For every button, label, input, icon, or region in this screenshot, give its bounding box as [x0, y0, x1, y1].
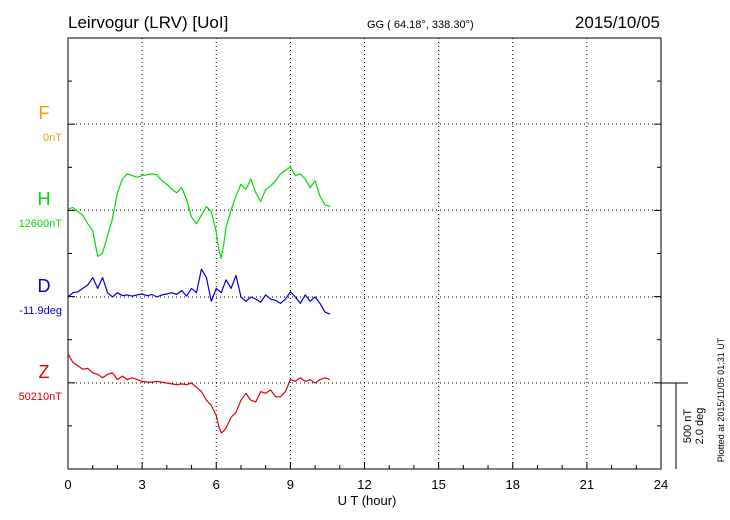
series-lines — [67, 166, 331, 434]
date-label: 2015/10/05 — [575, 13, 660, 32]
channel-baseline-F: 0nT — [43, 132, 62, 144]
channel-baseline-H: 12600nT — [19, 218, 63, 230]
x-tick-labels: 0 3 6 9 12 15 18 21 24 — [64, 477, 668, 492]
channel-name-Z: Z — [39, 362, 50, 382]
x-tick-label-8: 24 — [654, 477, 668, 492]
channel-baseline-D: -11.9deg — [19, 305, 62, 317]
grid — [68, 38, 661, 469]
scale-bar: 500 nT 2.0 deg — [661, 382, 706, 469]
scale-bar-deg: 2.0 deg — [694, 408, 706, 445]
x-tick-label-4: 12 — [357, 477, 371, 492]
x-tick-label-6: 18 — [506, 477, 520, 492]
series-line-Z — [67, 353, 331, 434]
scale-bar-nt: 500 nT — [682, 409, 694, 444]
x-axis-label: U T (hour) — [338, 493, 397, 508]
channel-name-H: H — [38, 189, 51, 209]
channel-baseline-Z: 50210nT — [19, 391, 63, 403]
plotted-timestamp: Plotted at 2015/11/05 01:31 UT — [716, 337, 726, 462]
series-line-H — [67, 166, 331, 259]
x-tick-label-2: 6 — [213, 477, 220, 492]
channel-name-F: F — [39, 103, 50, 123]
channel-name-D: D — [38, 276, 51, 296]
x-tick-label-3: 9 — [287, 477, 294, 492]
station-title: Leirvogur (LRV) [UoI] — [68, 13, 228, 32]
coordinates-label: GG ( 64.18°, 338.30°) — [367, 19, 474, 31]
channel-labels: F 0nT H 12600nT D -11.9deg Z 50210nT — [19, 103, 63, 403]
x-tick-label-1: 3 — [139, 477, 146, 492]
x-tick-label-5: 15 — [431, 477, 445, 492]
x-tick-label-7: 21 — [580, 477, 594, 492]
series-line-D — [67, 268, 331, 315]
x-tick-label-0: 0 — [64, 477, 71, 492]
